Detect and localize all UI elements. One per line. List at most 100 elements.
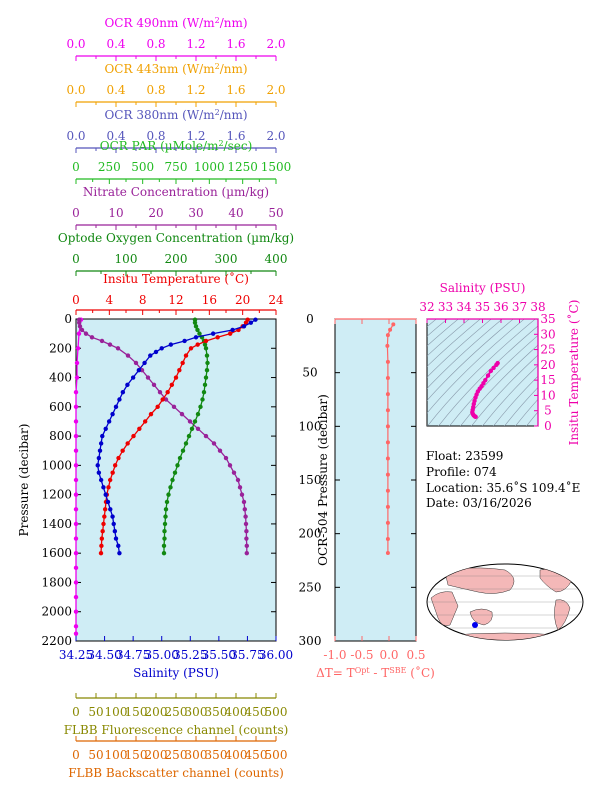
data-point-ocr490 xyxy=(76,331,82,336)
dt-y-axis-label: OCR-504 Pressure (decibar) xyxy=(316,394,330,566)
data-point-temperature xyxy=(137,426,142,431)
data-point-temperature xyxy=(116,455,121,461)
data-point-oxygen xyxy=(195,327,200,333)
dt-data-point xyxy=(391,322,396,327)
data-point-oxygen xyxy=(202,342,208,347)
main-y-tick-label: 800 xyxy=(49,429,72,443)
ts-y-axis-title: Insitu Temperature (˚C) xyxy=(566,300,581,446)
data-point-salinity xyxy=(253,317,258,322)
bottom-axis-backscatter-tick-label: 500 xyxy=(265,748,288,762)
top-axis-ocr443-tick-label: 0.4 xyxy=(106,83,125,97)
top-axis-oxygen: Optode Oxygen Concentration (µm/kg) 0 100 2… xyxy=(58,231,294,276)
data-point-salinity xyxy=(230,327,235,333)
ts-x-tick-label: 33 xyxy=(438,300,453,314)
bottom-axes-group: 34.2534.5034.7535.0035.2535.5035.7536.00… xyxy=(59,636,293,780)
data-point-oxygen xyxy=(172,470,178,475)
bottom-axis-fluor-tick-label: 400 xyxy=(225,705,248,719)
data-point-oxygen xyxy=(201,389,207,395)
top-axis-temperature-tick-label: 4 xyxy=(106,293,114,307)
ts-contour-line xyxy=(427,319,503,389)
data-point-ocr490 xyxy=(73,609,79,614)
bottom-axis-salinity-tick-label: 34.75 xyxy=(116,648,150,662)
main-y-tick-label: 2000 xyxy=(41,605,72,619)
data-point-nitrate xyxy=(107,342,113,347)
dt-data-point xyxy=(385,359,390,364)
data-point-temperature xyxy=(107,477,113,483)
dt-x-tick-label: 0.0 xyxy=(379,648,398,662)
data-point-oxygen xyxy=(198,404,203,410)
top-axis-temperature-tick-label: 24 xyxy=(268,293,284,307)
ts-contour-line xyxy=(482,365,538,426)
data-point-nitrate xyxy=(241,499,247,505)
top-axis-par: OCR PAR (µMole/m2/sec) 0 250 500 750 1000 1250… xyxy=(72,139,291,184)
data-point-temperature xyxy=(99,536,105,541)
data-point-nitrate xyxy=(89,335,95,340)
dt-data-point xyxy=(385,392,390,397)
data-point-oxygen xyxy=(189,426,195,431)
data-point-salinity xyxy=(98,477,104,483)
data-point-ocr490 xyxy=(73,565,79,571)
dt-x-title-part: Opt xyxy=(355,666,371,675)
ts-contour-line xyxy=(493,375,538,426)
top-axis-ocr443-tick-label: 0.0 xyxy=(66,83,85,97)
ts-contour-line xyxy=(504,387,538,426)
main-y-axis-label: Pressure (decibar) xyxy=(17,424,31,537)
ts-diagram-panel: Salinity (PSU)32 33 34 35 36 37 38051015202530… xyxy=(419,281,581,446)
bottom-axis-salinity-tick-label: 36.00 xyxy=(259,648,293,662)
data-point-temperature xyxy=(112,463,118,468)
data-point-ocr490 xyxy=(73,536,79,541)
main-y-tick-label: 600 xyxy=(49,400,72,414)
data-point-salinity xyxy=(96,455,102,461)
bottom-axis-backscatter-tick-label: 450 xyxy=(245,748,268,762)
top-axis-nitrate-title: Nitrate Concentration (µm/kg) xyxy=(83,185,269,199)
data-point-nitrate xyxy=(145,375,151,380)
map-land-south-america xyxy=(554,599,571,631)
top-axis-par-tick-label: 1250 xyxy=(227,160,258,174)
dt-data-point xyxy=(385,504,390,509)
data-point-oxygen xyxy=(166,492,171,497)
data-point-temperature xyxy=(102,507,108,512)
data-point-salinity xyxy=(106,419,112,424)
ts-x-tick-label: 36 xyxy=(493,300,508,314)
data-point-salinity xyxy=(153,349,159,355)
ts-y-tick-label: 15 xyxy=(540,373,555,387)
top-axis-par-tick-label: 0 xyxy=(72,160,80,174)
data-point-oxygen xyxy=(163,507,169,512)
top-axis-oxygen-title: Optode Oxygen Concentration (µm/kg) xyxy=(58,231,294,245)
data-point-oxygen xyxy=(192,419,198,424)
top-axis-ocr443-tick-label: 0.8 xyxy=(146,83,165,97)
dt-y-tick-label: 50 xyxy=(302,366,317,380)
ts-contour-line xyxy=(427,319,536,426)
data-point-oxygen xyxy=(168,485,173,490)
main-y-tick-label: 0 xyxy=(64,312,72,326)
top-axis-ocr380: OCR 380nm (W/m2/nm)0.0 0.4 0.8 1.2 1.6 2.0 xyxy=(66,108,286,153)
top-axis-ocr443-tick-label: 2.0 xyxy=(266,83,285,97)
data-point-ocr490 xyxy=(73,631,79,636)
top-axis-ocr380-title-post: /nm) xyxy=(220,108,248,122)
top-axis-nitrate-tick-label: 20 xyxy=(148,206,163,220)
ts-density-contours xyxy=(427,319,538,426)
top-axis-par-title: OCR PAR (µMole/m2/sec) xyxy=(100,139,253,153)
data-point-ocr490 xyxy=(73,448,79,453)
data-point-ocr490 xyxy=(75,346,81,351)
bottom-axis-fluor-tick-label: 200 xyxy=(145,705,168,719)
data-point-oxygen xyxy=(186,433,192,439)
data-point-nitrate xyxy=(99,338,105,344)
data-point-salinity xyxy=(116,543,121,549)
data-point-temperature xyxy=(101,521,106,527)
data-point-temperature xyxy=(173,375,179,380)
info-location: Location: 35.6˚S 109.4˚E xyxy=(426,480,580,495)
top-axis-ocr443-title-pre: OCR 443nm (W/m xyxy=(104,62,215,76)
bottom-axis-backscatter-title: FLBB Backscatter channel (counts) xyxy=(68,766,284,780)
data-point-nitrate xyxy=(231,470,237,475)
data-point-nitrate xyxy=(211,441,217,446)
data-point-temperature xyxy=(98,550,104,556)
data-point-oxygen xyxy=(162,536,167,541)
data-point-salinity xyxy=(148,353,153,358)
bottom-axis-fluor-tick-label: 350 xyxy=(205,705,228,719)
data-point-temperature xyxy=(110,470,115,475)
bottom-axis-fluor-tick-label: 300 xyxy=(185,705,208,719)
bottom-axis-fluor-title: FLBB Fluorescence channel (counts) xyxy=(64,723,289,737)
top-axis-par-title-pre: OCR PAR (µMole/m xyxy=(100,139,219,153)
